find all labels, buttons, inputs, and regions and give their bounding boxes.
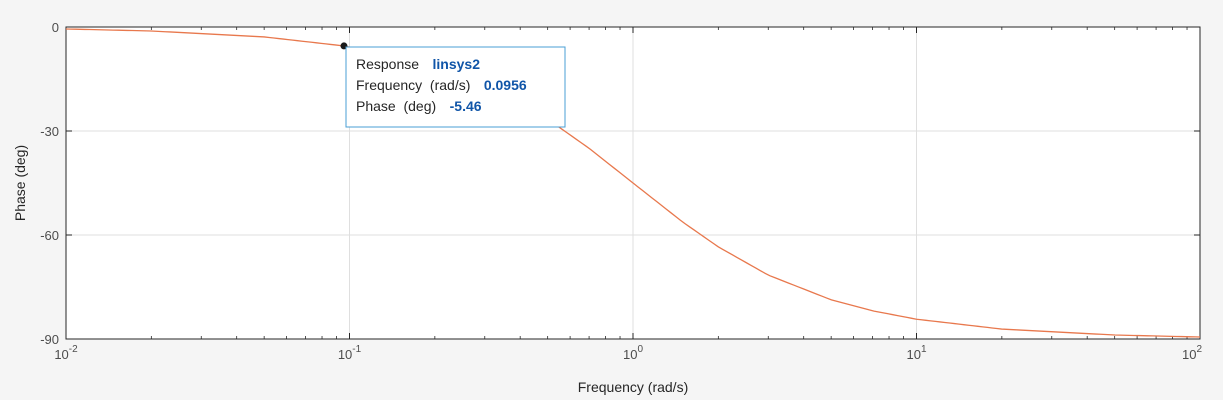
x-tick-label: 10-1 <box>338 344 362 362</box>
datatip-phase-label: Phase (deg) <box>356 98 436 114</box>
datatip-row-phase: Phase (deg) -5.46 <box>356 98 482 115</box>
y-tick-label: -30 <box>40 124 59 139</box>
y-tick-label: -90 <box>40 332 59 347</box>
x-tick-exponent: -2 <box>69 344 78 355</box>
x-tick-label: 102 <box>1182 344 1202 362</box>
datatip-row-frequency: Frequency (rad/s) 0.0956 <box>356 77 527 94</box>
x-axis-label: Frequency (rad/s) <box>578 379 688 395</box>
datatip-frequency-label: Frequency (rad/s) <box>356 77 470 93</box>
x-tick-exponent: 2 <box>1196 344 1202 355</box>
datatip-phase-value: -5.46 <box>450 98 482 114</box>
x-tick-base: 10 <box>54 347 68 362</box>
x-tick-label: 101 <box>906 344 926 362</box>
y-axis-label: Phase (deg) <box>12 145 28 221</box>
datatip[interactable]: Response linsys2 Frequency (rad/s) 0.095… <box>345 46 566 128</box>
x-tick-base: 10 <box>338 347 352 362</box>
x-tick-base: 10 <box>906 347 920 362</box>
x-tick-exponent: -1 <box>352 344 361 355</box>
y-tick-label: -60 <box>40 228 59 243</box>
x-tick-exponent: 0 <box>637 344 643 355</box>
datatip-box <box>345 46 566 128</box>
x-tick-base: 10 <box>623 347 637 362</box>
datatip-response-value: linsys2 <box>433 56 481 72</box>
datatip-response-label: Response <box>356 56 419 72</box>
x-tick-exponent: 1 <box>921 344 927 355</box>
y-tick-label: 0 <box>52 20 59 35</box>
series-line-linsys2 <box>65 28 1201 338</box>
x-tick-base: 10 <box>1182 347 1196 362</box>
datatip-row-response: Response linsys2 <box>356 56 480 73</box>
plot-frame <box>65 26 1201 340</box>
datatip-frequency-value: 0.0956 <box>484 77 527 93</box>
x-tick-label: 10-2 <box>54 344 78 362</box>
x-tick-label: 100 <box>623 344 643 362</box>
